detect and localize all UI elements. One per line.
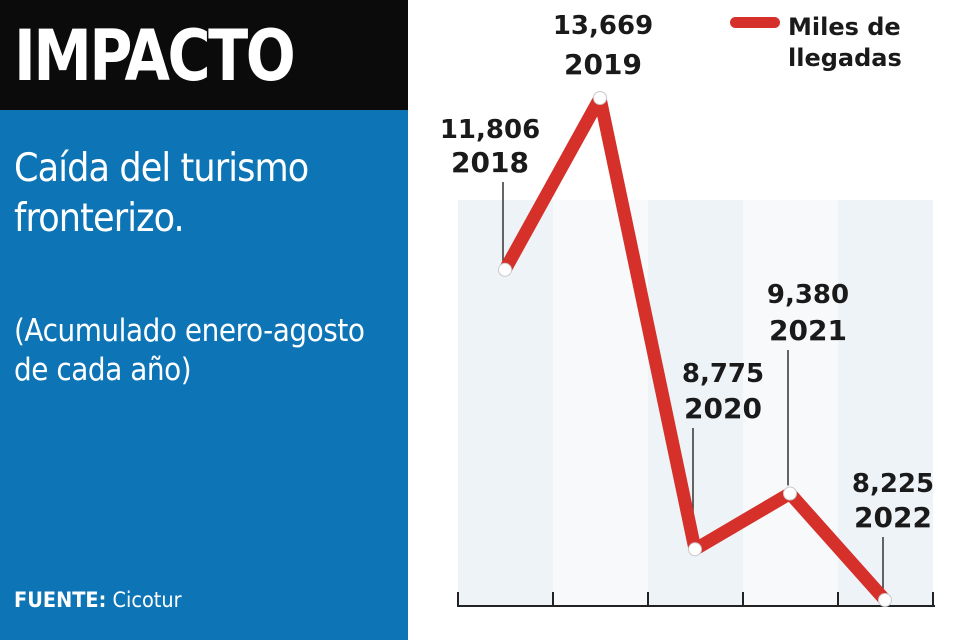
point-marker-2019 [593,91,607,105]
point-marker-2021 [783,486,797,501]
legend-text-line1: Miles de [788,13,901,41]
legend-text-line2: llegadas [788,44,902,72]
source-line: FUENTE: Cicotur [14,586,182,614]
year-label-2018: 2018 [451,146,529,179]
year-label-2019: 2019 [564,48,642,81]
value-label-2019: 13,669 [553,11,653,41]
year-label-2020: 2020 [684,392,762,425]
year-label-2021: 2021 [769,314,847,347]
band-2022 [838,200,933,605]
brand-title: IMPACTO [14,15,296,97]
legend: Miles de llegadas [730,13,902,72]
legend-swatch [730,17,780,28]
point-marker-2018 [498,262,512,277]
subheadline: (Acumulado enero-agosto de cada año) [14,313,365,388]
value-label-2021: 9,380 [767,280,849,310]
value-label-2018: 11,806 [440,115,540,145]
brand-bar: IMPACTO [0,0,408,110]
series-line [498,91,892,607]
source-value: Cicotur [112,588,182,612]
value-label-2020: 8,775 [682,359,764,389]
year-label-2022: 2022 [854,501,932,534]
point-marker-2022 [878,593,892,607]
info-panel: IMPACTO Caída del turismo fronterizo. (A… [0,0,408,640]
x-axis [457,592,935,607]
point-marker-2020 [688,542,702,557]
source-label: FUENTE: [14,588,107,612]
headline: Caída del turismo fronterizo. [14,146,309,241]
value-label-2022: 8,225 [852,469,934,499]
chart-panel: 11,806 2018 13,669 2019 8,775 2020 9,380 2021 8,… [408,0,960,640]
